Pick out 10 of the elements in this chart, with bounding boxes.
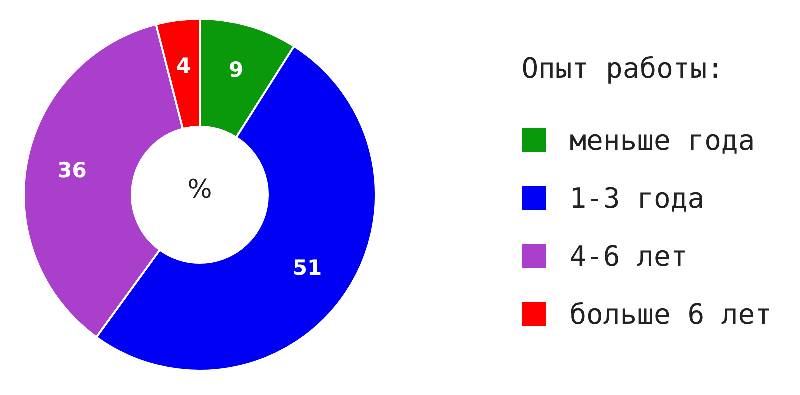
legend-title: Опыт работы:: [522, 52, 725, 85]
data-label: 51: [292, 256, 322, 280]
data-label: 36: [58, 158, 87, 183]
text: %: [186, 175, 214, 205]
legend-label: меньше года: [570, 124, 756, 156]
legend-label: больше 6 лет: [570, 298, 772, 330]
data-label: 9: [228, 58, 244, 82]
legend-label: 4-6 лет: [570, 240, 688, 272]
legend-label: 1-3 года: [570, 182, 705, 214]
data-label: 4: [176, 54, 192, 78]
